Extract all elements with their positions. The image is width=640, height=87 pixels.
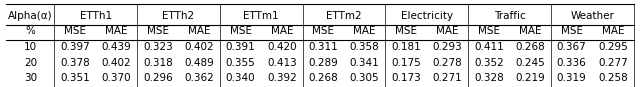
- Text: MAE: MAE: [271, 26, 293, 36]
- Text: 0.181: 0.181: [391, 42, 421, 52]
- Text: 0.319: 0.319: [557, 73, 586, 83]
- Text: 30: 30: [24, 73, 37, 83]
- Text: 0.489: 0.489: [184, 58, 214, 68]
- Text: 0.402: 0.402: [102, 58, 131, 68]
- Text: 10: 10: [24, 42, 37, 52]
- Text: 0.293: 0.293: [433, 42, 462, 52]
- Text: 0.358: 0.358: [350, 42, 380, 52]
- Text: 0.245: 0.245: [515, 58, 545, 68]
- Text: 0.367: 0.367: [557, 42, 586, 52]
- Text: MAE: MAE: [436, 26, 459, 36]
- Text: 0.336: 0.336: [557, 58, 586, 68]
- Text: 0.362: 0.362: [184, 73, 214, 83]
- Text: MSE: MSE: [561, 26, 582, 36]
- Text: 0.296: 0.296: [143, 73, 173, 83]
- Text: 0.351: 0.351: [60, 73, 90, 83]
- Text: MSE: MSE: [395, 26, 417, 36]
- Text: MSE: MSE: [64, 26, 86, 36]
- Text: 0.420: 0.420: [267, 42, 297, 52]
- Text: MSE: MSE: [230, 26, 252, 36]
- Text: 0.402: 0.402: [184, 42, 214, 52]
- Text: MAE: MAE: [105, 26, 128, 36]
- Text: 0.328: 0.328: [474, 73, 504, 83]
- Text: ETTm1: ETTm1: [243, 11, 279, 21]
- Text: 20: 20: [24, 58, 37, 68]
- Text: MAE: MAE: [188, 26, 211, 36]
- Text: 0.413: 0.413: [267, 58, 297, 68]
- Text: MAE: MAE: [602, 26, 624, 36]
- Text: 0.268: 0.268: [308, 73, 338, 83]
- Text: MAE: MAE: [519, 26, 541, 36]
- Text: Traffic: Traffic: [493, 11, 525, 21]
- Text: ETTh2: ETTh2: [163, 11, 195, 21]
- Text: 0.439: 0.439: [102, 42, 131, 52]
- Text: 0.277: 0.277: [598, 58, 628, 68]
- Text: 0.378: 0.378: [60, 58, 90, 68]
- Text: 0.175: 0.175: [391, 58, 421, 68]
- Text: 0.323: 0.323: [143, 42, 173, 52]
- Text: 0.411: 0.411: [474, 42, 504, 52]
- Text: 0.258: 0.258: [598, 73, 628, 83]
- Text: MSE: MSE: [478, 26, 500, 36]
- Text: 0.311: 0.311: [308, 42, 338, 52]
- Text: 0.355: 0.355: [226, 58, 255, 68]
- Text: 0.295: 0.295: [598, 42, 628, 52]
- Text: Electricity: Electricity: [401, 11, 453, 21]
- Text: 0.352: 0.352: [474, 58, 504, 68]
- Text: ETTm2: ETTm2: [326, 11, 362, 21]
- Text: 0.271: 0.271: [433, 73, 462, 83]
- Text: 0.305: 0.305: [350, 73, 380, 83]
- Text: 0.391: 0.391: [226, 42, 255, 52]
- Text: MSE: MSE: [147, 26, 169, 36]
- Text: 0.173: 0.173: [391, 73, 421, 83]
- Text: %: %: [26, 26, 35, 36]
- Text: MSE: MSE: [312, 26, 334, 36]
- Text: 0.289: 0.289: [308, 58, 338, 68]
- Text: Weather: Weather: [570, 11, 614, 21]
- Text: 0.318: 0.318: [143, 58, 173, 68]
- Text: 0.341: 0.341: [350, 58, 380, 68]
- Text: ETTh1: ETTh1: [80, 11, 112, 21]
- Text: MAE: MAE: [353, 26, 376, 36]
- Text: 0.370: 0.370: [102, 73, 131, 83]
- Text: Alpha(α): Alpha(α): [8, 11, 52, 21]
- Text: 0.268: 0.268: [515, 42, 545, 52]
- Text: 0.278: 0.278: [433, 58, 462, 68]
- Text: 0.397: 0.397: [60, 42, 90, 52]
- Text: 0.392: 0.392: [267, 73, 297, 83]
- Text: 0.340: 0.340: [226, 73, 255, 83]
- Text: 0.219: 0.219: [515, 73, 545, 83]
